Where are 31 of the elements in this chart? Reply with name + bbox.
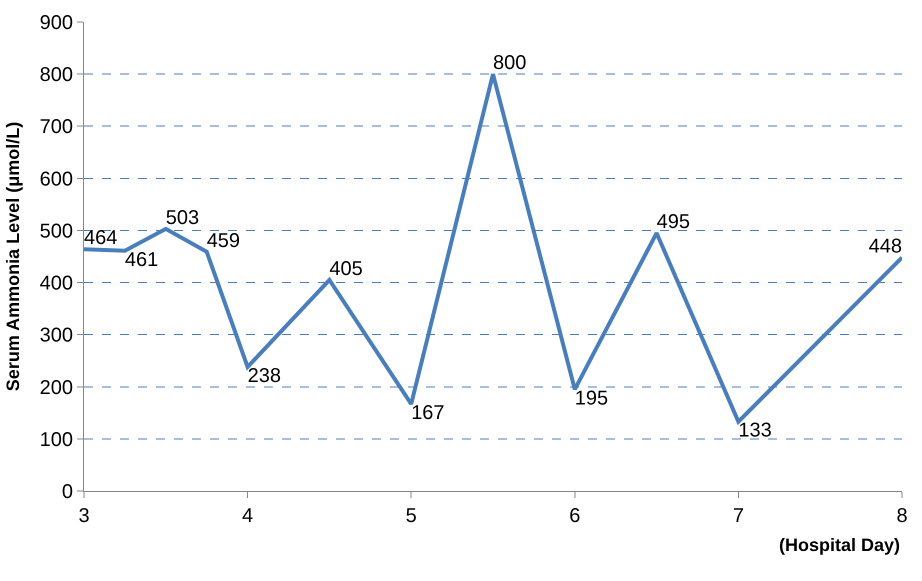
data-label: 495 xyxy=(656,211,690,234)
data-label: 238 xyxy=(248,364,281,387)
y-tick-label: 0 xyxy=(62,481,73,503)
data-label: 464 xyxy=(84,227,118,250)
data-label: 167 xyxy=(411,402,445,424)
y-tick-label: 500 xyxy=(40,220,73,242)
x-tick-label: 8 xyxy=(896,505,908,527)
data-label: 448 xyxy=(868,236,902,258)
y-tick-label: 100 xyxy=(40,428,73,451)
data-label: 459 xyxy=(206,230,240,252)
x-tick-label: 4 xyxy=(242,505,254,527)
y-tick-label: 900 xyxy=(40,12,73,34)
data-label: 405 xyxy=(329,258,363,280)
y-tick-label: 700 xyxy=(40,116,73,138)
x-tick-label: 6 xyxy=(569,505,580,527)
data-label: 133 xyxy=(738,420,772,442)
y-tick-label: 600 xyxy=(40,168,73,190)
y-tick-label: 400 xyxy=(40,272,73,295)
y-tick-label: 800 xyxy=(40,64,73,86)
y-tick-label: 300 xyxy=(40,324,73,347)
data-label: 195 xyxy=(574,387,608,410)
y-tick-label: 200 xyxy=(40,376,73,399)
x-axis-title: (Hospital Day) xyxy=(779,535,900,555)
data-label: 461 xyxy=(124,248,158,271)
x-tick-label: 5 xyxy=(406,505,417,527)
y-axis-title: Serum Ammonia Level (μmol/L) xyxy=(2,122,23,392)
x-tick-label: 7 xyxy=(732,505,744,527)
line-series xyxy=(84,72,902,424)
data-label: 800 xyxy=(493,52,526,74)
x-tick-label: 3 xyxy=(78,505,90,527)
data-label: 503 xyxy=(166,206,200,229)
